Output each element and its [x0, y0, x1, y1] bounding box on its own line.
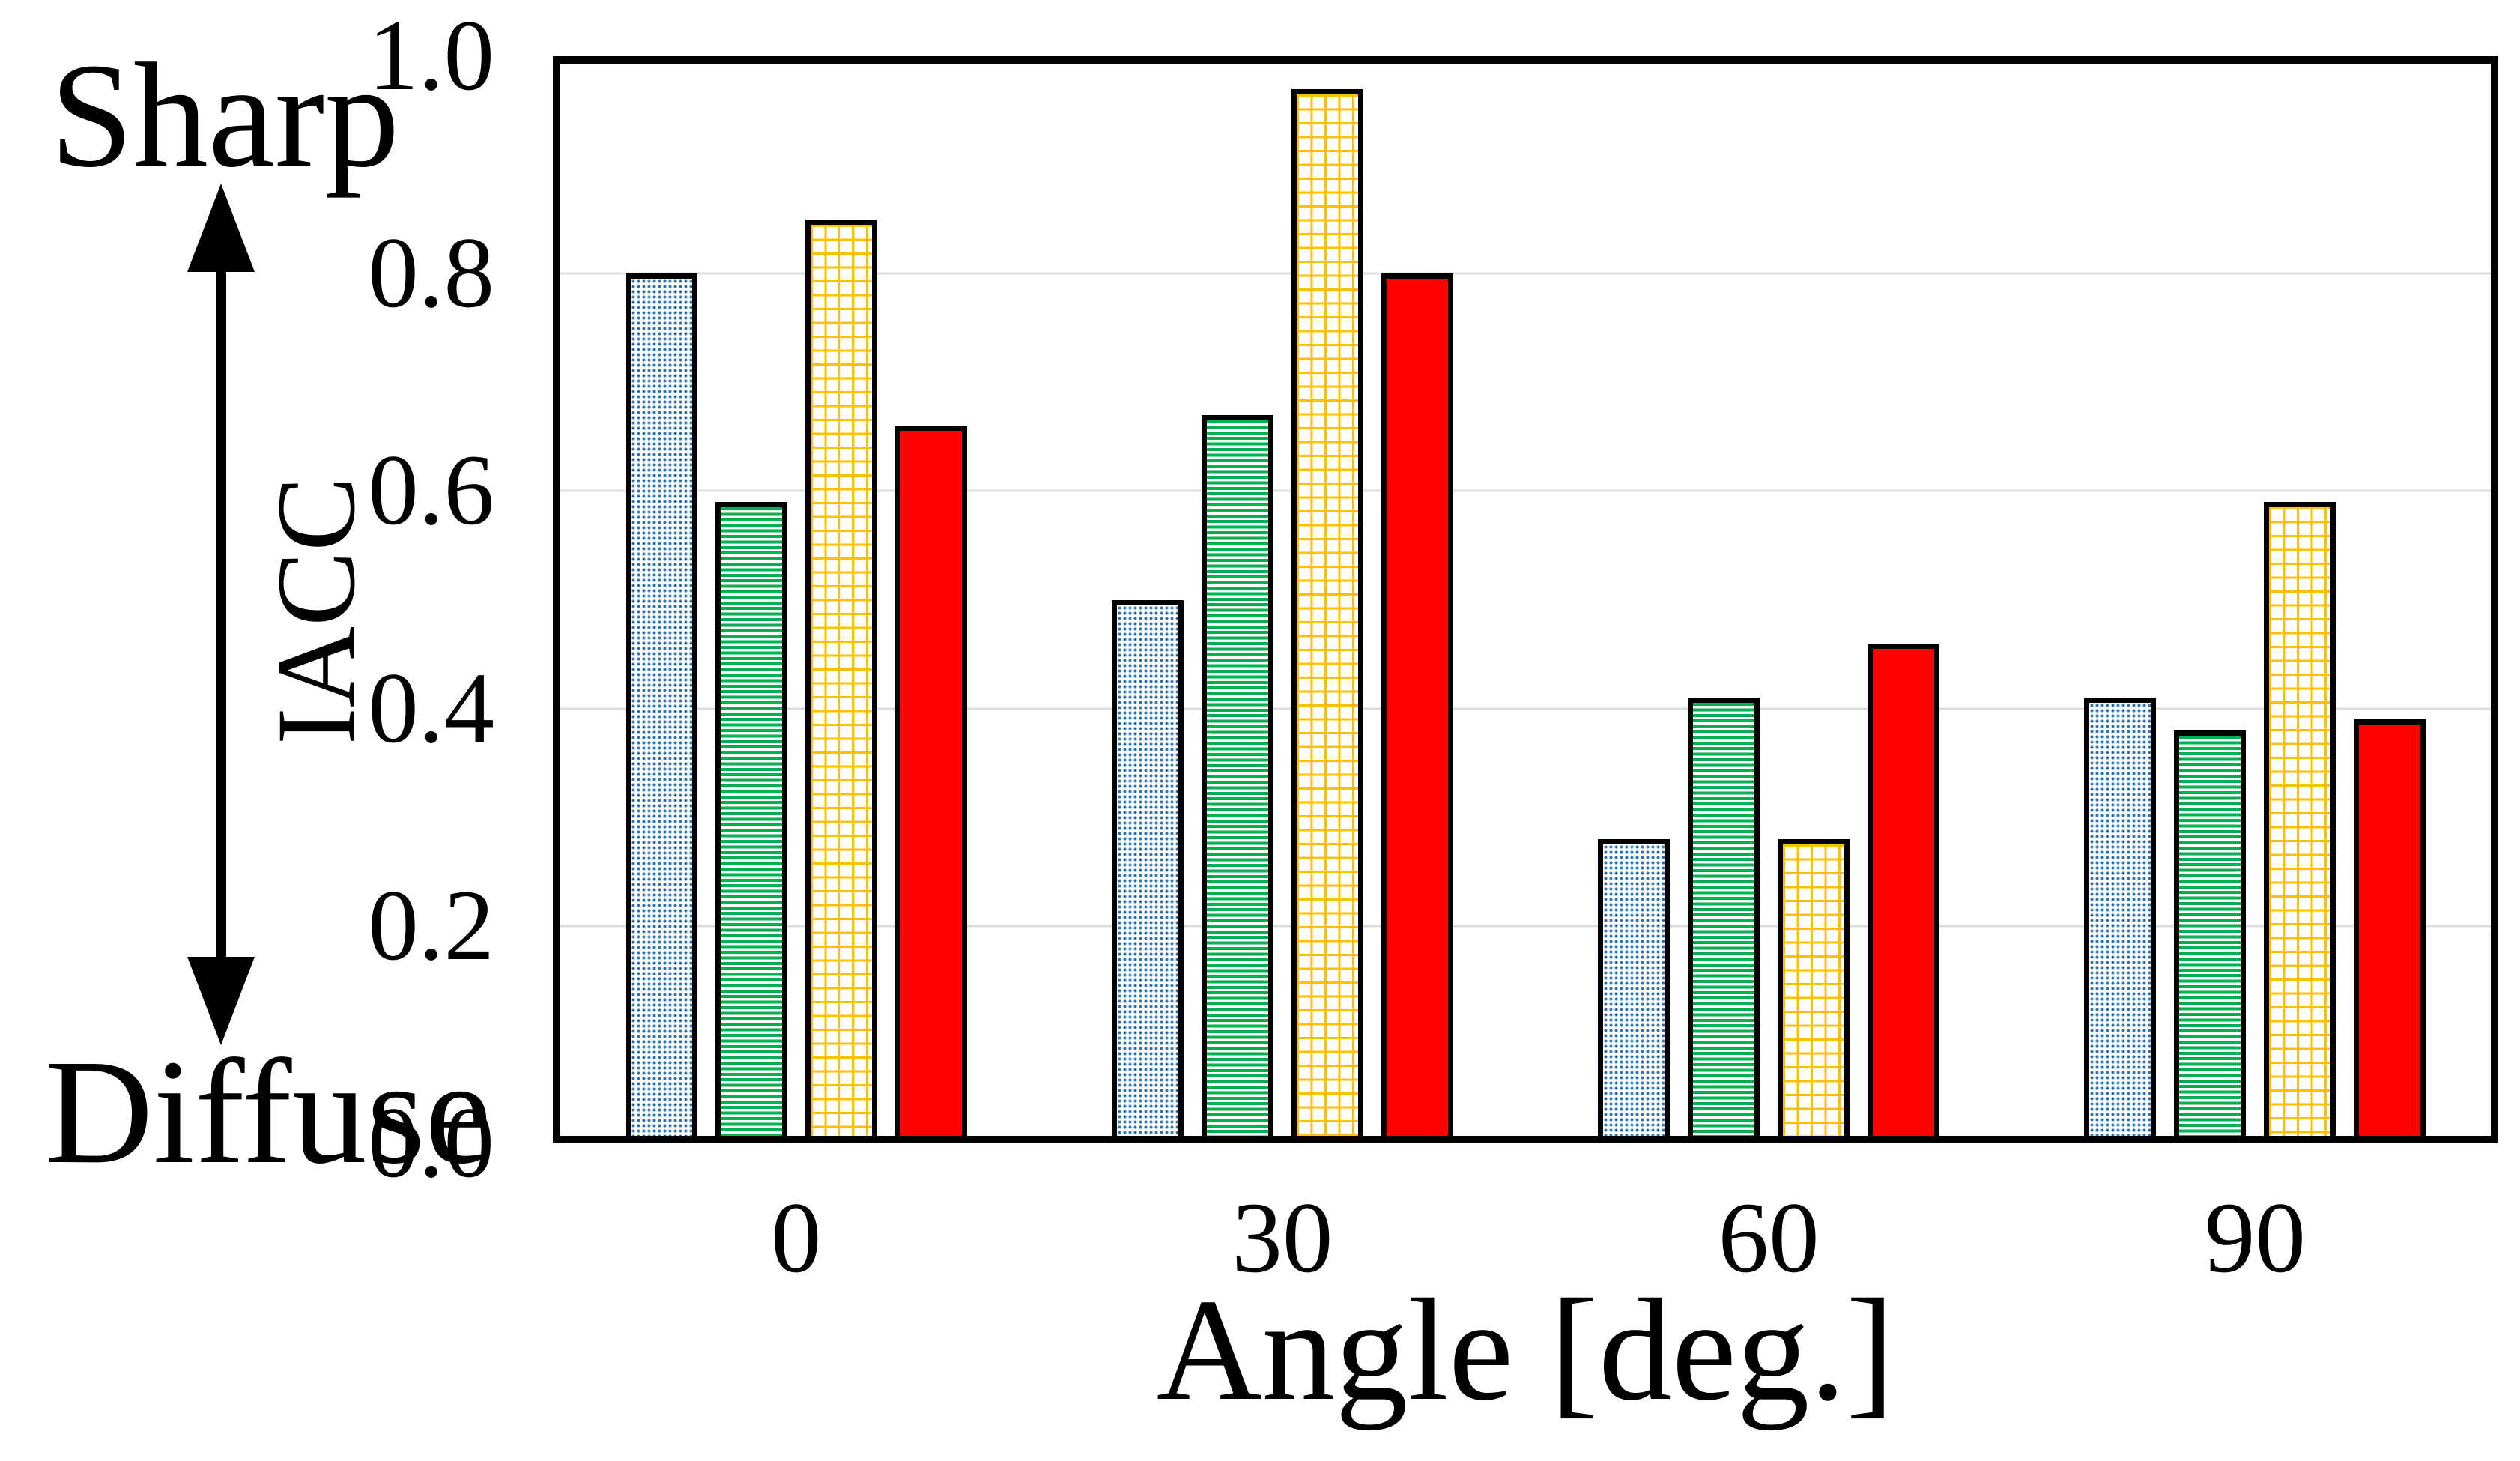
gridline [553, 707, 2498, 710]
x-tick-label: 30 [1232, 1182, 1333, 1294]
bar-green-striped-60deg [1688, 698, 1760, 1143]
x-tick-label: 0 [770, 1182, 822, 1294]
y-axis-title: IACC [254, 476, 378, 745]
y-tick-label: 0.8 [368, 217, 494, 330]
x-axis-title: Angle [deg.] [1156, 1269, 1895, 1431]
bar-red-solid-30deg [1381, 273, 1453, 1143]
bar-green-striped-0deg [715, 501, 787, 1143]
diffuse-label: Diffuse [45, 1029, 492, 1195]
y-tick-label: 0.4 [368, 652, 494, 764]
x-tick-row: 0 30 60 90 [553, 1188, 2498, 1292]
plot-area [553, 56, 2498, 1143]
bar-yellow-grid-30deg [1291, 88, 1363, 1143]
x-tick-label: 60 [1718, 1182, 1820, 1294]
bar-red-solid-60deg [1868, 643, 1940, 1143]
y-tick-label: 0.0 [368, 1087, 494, 1199]
bar-yellow-grid-0deg [805, 219, 877, 1143]
bar-green-striped-30deg [1201, 414, 1273, 1143]
bar-blue-dotted-30deg [1111, 599, 1184, 1143]
bar-blue-dotted-60deg [1598, 838, 1670, 1143]
sharp-diffuse-arrow-icon [187, 184, 255, 1045]
bar-red-solid-0deg [894, 426, 967, 1143]
gridline [553, 489, 2498, 492]
x-tick-label: 90 [2204, 1182, 2306, 1294]
bar-yellow-grid-90deg [2264, 501, 2336, 1143]
gridline [553, 925, 2498, 928]
y-tick-label: 0.2 [368, 869, 494, 981]
gridline [553, 272, 2498, 275]
bar-blue-dotted-0deg [625, 273, 697, 1143]
bar-yellow-grid-60deg [1778, 838, 1850, 1143]
y-tick-label: 0.6 [368, 435, 494, 547]
y-tick-label: 1.0 [368, 0, 494, 112]
bar-green-striped-90deg [2174, 730, 2247, 1143]
sharp-label: Sharp [49, 33, 400, 199]
bar-blue-dotted-90deg [2084, 698, 2157, 1143]
bar-red-solid-90deg [2354, 719, 2426, 1143]
